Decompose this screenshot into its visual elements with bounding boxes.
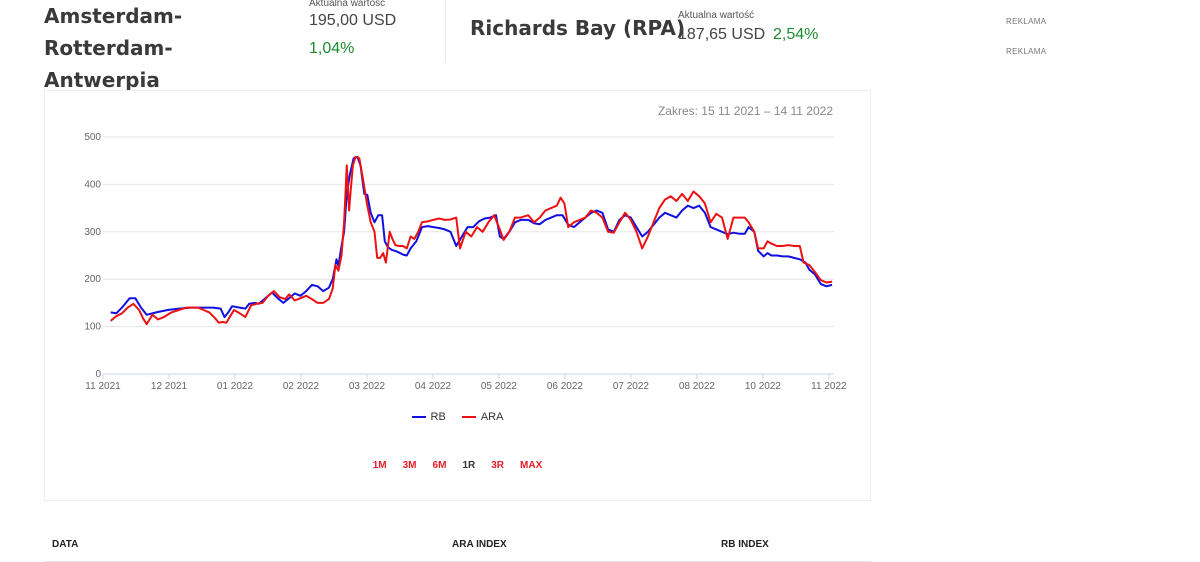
column-header-rb-index: RB INDEX	[721, 539, 769, 550]
legend-swatch	[461, 416, 476, 418]
chart-range: Zakres: 15 11 2021 – 14 11 2022	[657, 104, 833, 118]
period-button-3r[interactable]: 3R	[491, 460, 505, 471]
y-tick-label: 400	[84, 179, 101, 190]
column-header-date: DATA	[52, 539, 79, 550]
y-tick-label: 200	[84, 274, 101, 285]
period-button-3m[interactable]: 3M	[402, 460, 417, 471]
y-tick-label: 0	[95, 369, 101, 380]
period-button-max[interactable]: MAX	[520, 460, 543, 471]
period-button-6m[interactable]: 6M	[432, 460, 447, 471]
line-chart: 0 100 200 300 400 500 11 2021 12 2021 01 2022 02 …	[84, 132, 847, 391]
x-tick-label: 10 2022	[745, 381, 782, 391]
y-tick-label: 100	[84, 322, 101, 333]
ara-value-label: Aktualna wartość	[309, 0, 386, 9]
x-tick-label: 05 2022	[481, 381, 518, 391]
rb-change: 2,54%	[773, 26, 819, 43]
rb-value-label: Aktualna wartość	[678, 10, 755, 21]
ad-label-2: REKLAMA	[1006, 47, 1047, 56]
x-tick-label: 11 2022	[811, 381, 847, 391]
ara-index-title: Amsterdam-Rotterdam- Antwerpia	[44, 0, 304, 96]
period-button-1r[interactable]: 1R	[462, 460, 476, 471]
legend-item-ara[interactable]: ARA	[461, 411, 504, 423]
ara-change: 1,04%	[309, 40, 355, 57]
x-tick-label: 01 2022	[217, 381, 254, 391]
series-line-ara	[109, 155, 833, 326]
x-tick-label: 06 2022	[547, 381, 584, 391]
rb-index-title: Richards Bay (RPA)	[470, 16, 685, 40]
x-tick-label: 03 2022	[349, 381, 386, 391]
x-tick-label: 07 2022	[613, 381, 650, 391]
x-tick-label: 02 2022	[283, 381, 320, 391]
x-tick-label: 04 2022	[415, 381, 452, 391]
chart-panel: Zakres: 15 11 2021 – 14 11 2022 0 100 200 3…	[44, 90, 871, 501]
y-tick-label: 300	[84, 227, 101, 238]
rb-price: 187,65 USD	[678, 26, 766, 43]
legend-item-rb[interactable]: RB	[411, 411, 446, 423]
y-tick-label: 500	[84, 132, 101, 143]
ara-price: 195,00 USD	[309, 12, 397, 29]
header-divider	[445, 0, 446, 62]
legend-label: ARA	[480, 411, 504, 423]
x-tick-label: 12 2021	[151, 381, 188, 391]
ara-title-line2: Antwerpia	[44, 68, 160, 92]
period-selector: 1M 3M 6M 1R 3R MAX	[45, 460, 870, 471]
x-tick-label: 08 2022	[679, 381, 716, 391]
column-header-ara-index: ARA INDEX	[452, 539, 507, 550]
x-tick-label: 11 2021	[85, 381, 121, 391]
ad-label-1: REKLAMA	[1006, 17, 1047, 26]
legend-label: RB	[430, 411, 446, 423]
ara-title-line1: Amsterdam-Rotterdam-	[44, 4, 183, 60]
period-button-1m[interactable]: 1M	[372, 460, 387, 471]
legend-swatch	[411, 416, 426, 418]
chart-legend: RB ARA	[45, 409, 870, 423]
table-header: DATA ARA INDEX RB INDEX	[44, 532, 871, 562]
